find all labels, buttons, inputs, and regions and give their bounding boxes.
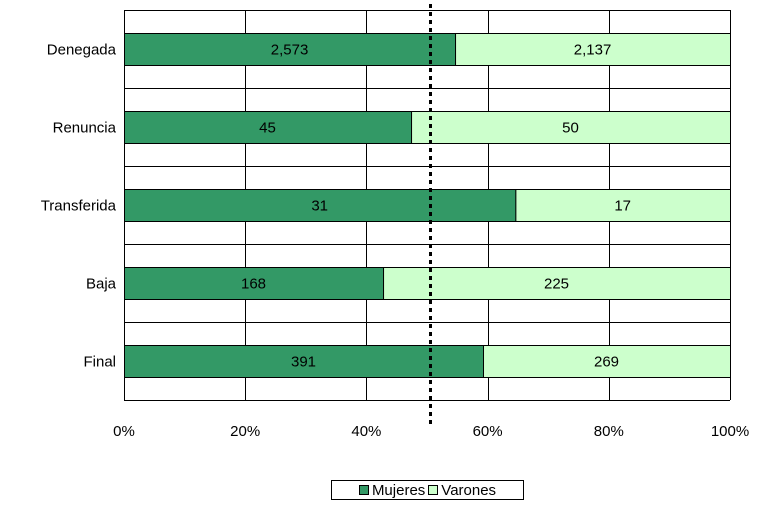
data-label: 2,573 [271, 42, 309, 59]
data-label: 391 [291, 354, 316, 371]
bar-varones [383, 267, 731, 300]
bar-mujeres [124, 189, 517, 222]
data-label: 31 [311, 198, 328, 215]
x-tick-label: 100% [711, 423, 749, 440]
x-tick-label: 0% [113, 423, 135, 440]
bars: 2,573 2,137 45 50 31 17 168 225 391 269 [124, 33, 731, 378]
data-label: 269 [594, 354, 619, 371]
bar-varones [455, 33, 731, 66]
bar-mujeres [124, 267, 385, 300]
bar-varones [483, 345, 731, 378]
data-label: 50 [562, 120, 579, 137]
legend-swatch-varones [428, 485, 439, 495]
x-tick-label: 60% [473, 423, 503, 440]
bar-varones [411, 111, 731, 144]
bar-mujeres [124, 33, 457, 66]
category-label: Final [83, 354, 116, 371]
legend-label-varones: Varones [441, 481, 497, 499]
category-label: Denegada [47, 42, 117, 59]
category-label: Baja [86, 276, 117, 293]
data-label: 17 [614, 198, 631, 215]
legend-swatch-mujeres [358, 485, 369, 495]
category-labels: Denegada Renuncia Transferida Baja Final [41, 42, 117, 371]
legend-item-varones: Varones [428, 482, 496, 499]
legend: Mujeres Varones [331, 480, 524, 500]
data-label: 45 [259, 120, 276, 137]
data-label: 225 [544, 276, 569, 293]
x-tick-label: 40% [351, 423, 381, 440]
data-label: 2,137 [574, 42, 612, 59]
legend-item-mujeres: Mujeres [358, 481, 426, 499]
x-tick-label: 20% [230, 423, 260, 440]
data-label: 168 [241, 276, 266, 293]
bar-varones [515, 189, 731, 222]
bar-mujeres [124, 111, 413, 144]
category-label: Transferida [41, 198, 117, 215]
x-axis-tick-labels: 0% 20% 40% 60% 80% 100% [113, 423, 749, 440]
category-label: Renuncia [53, 120, 117, 137]
legend-label-mujeres: Mujeres [371, 481, 426, 499]
x-tick-label: 80% [594, 423, 624, 440]
